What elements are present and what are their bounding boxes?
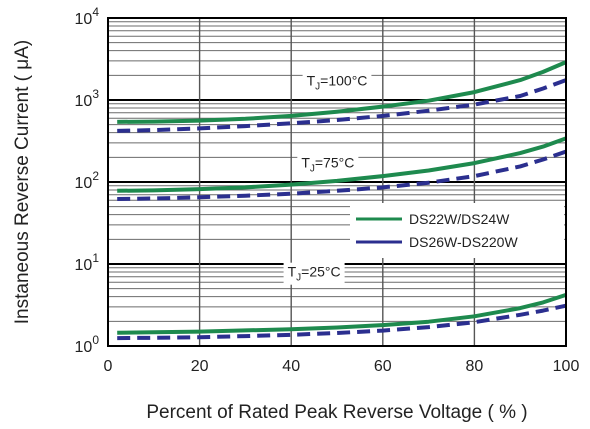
series-line-tj100-dashed xyxy=(117,78,567,133)
y-tick-label: 102 xyxy=(75,169,100,192)
y-tick-exponent: 3 xyxy=(92,87,99,101)
y-tick-exponent: 2 xyxy=(92,169,99,183)
annotation-tj100: TJ=100°C xyxy=(302,71,372,94)
legend-box xyxy=(350,203,564,258)
y-tick-label: 101 xyxy=(75,251,100,274)
series-line-tj25-dashed xyxy=(117,303,567,341)
annotation-bg xyxy=(297,153,359,176)
series-line-tj25-solid xyxy=(117,292,567,335)
y-tick-exponent: 0 xyxy=(92,333,99,347)
y-tick-exponent: 4 xyxy=(92,5,99,19)
x-tick-label: 80 xyxy=(466,358,484,375)
y-tick-base: 10 xyxy=(75,257,93,274)
annotation-tj25: TJ=25°C xyxy=(283,262,345,285)
annotation-sub: J xyxy=(310,164,315,175)
x-tick-label: 100 xyxy=(553,358,580,375)
series-layer xyxy=(117,60,567,341)
y-tick-label: 100 xyxy=(75,333,100,356)
y-tick-base: 10 xyxy=(75,339,93,356)
annotation-bg xyxy=(302,71,372,94)
annotation-bg xyxy=(283,262,345,285)
annotation-label: TJ=100°C xyxy=(307,73,368,93)
annotations: TJ=100°CTJ=75°CTJ=25°C xyxy=(283,71,372,285)
y-tick-label: 104 xyxy=(75,5,100,28)
annotation-prefix: T xyxy=(307,73,316,89)
annotation-suffix: =25°C xyxy=(301,264,340,280)
y-tick-label: 103 xyxy=(75,87,100,110)
y-tick-base: 10 xyxy=(75,11,93,28)
annotation-sub: J xyxy=(315,82,320,93)
annotation-suffix: =75°C xyxy=(315,155,354,171)
series-line-tj75-dashed xyxy=(117,149,567,201)
y-tick-base: 10 xyxy=(75,175,93,192)
series-line-tj75-solid xyxy=(117,136,567,193)
annotation-label: TJ=75°C xyxy=(301,155,354,175)
x-tick-label: 40 xyxy=(282,358,300,375)
y-axis-title: Instaneous Reverse Current ( μA) xyxy=(12,40,33,324)
y-tick-base: 10 xyxy=(75,93,93,110)
y-tick-exponent: 1 xyxy=(92,251,99,265)
legend-label-ds22w: DS22W/DS24W xyxy=(409,211,510,227)
annotation-suffix: =100°C xyxy=(320,73,367,89)
annotation-tj75: TJ=75°C xyxy=(297,153,359,176)
plot-frame xyxy=(107,17,567,347)
x-tick-labels: 0 20 40 60 80 100 xyxy=(104,358,580,375)
series-line-tj100-solid xyxy=(117,60,567,124)
legend: DS22W/DS24W DS26W-DS220W xyxy=(350,203,564,258)
annotation-prefix: T xyxy=(301,155,310,171)
x-tick-label: 60 xyxy=(374,358,392,375)
annotation-sub: J xyxy=(296,273,301,284)
legend-label-ds26w: DS26W-DS220W xyxy=(409,234,518,250)
x-axis-title: Percent of Rated Peak Reverse Voltage ( … xyxy=(146,402,527,423)
annotation-label: TJ=25°C xyxy=(288,264,341,284)
x-tick-label: 20 xyxy=(191,358,209,375)
annotation-prefix: T xyxy=(288,264,297,280)
x-tick-label: 0 xyxy=(104,358,113,375)
